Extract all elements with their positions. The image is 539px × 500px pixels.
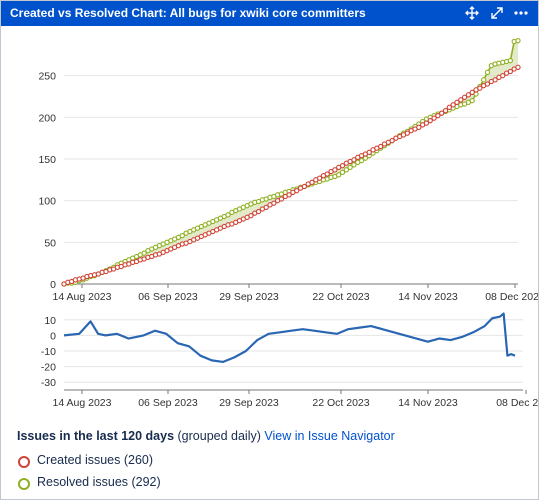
diff-x-tick-label: 06 Sep 2023 — [138, 397, 198, 409]
created-point — [339, 163, 346, 169]
created-point — [423, 120, 430, 126]
maximize-icon[interactable] — [488, 4, 506, 22]
legend-label-resolved: Resolved issues (292) — [37, 475, 161, 489]
legend-heading: Issues in the last 120 days — [17, 429, 175, 443]
legend-heading-row: Issues in the last 120 days (grouped dai… — [17, 429, 517, 447]
more-icon[interactable] — [512, 4, 530, 22]
x-tick-label: 08 Dec 2023 — [485, 291, 538, 303]
legend-label-created: Created issues (260) — [37, 453, 154, 467]
x-tick-label: 14 Nov 2023 — [398, 291, 458, 303]
created-point — [446, 104, 452, 110]
created-point — [294, 188, 300, 194]
created-point — [450, 102, 456, 108]
created-point — [484, 81, 491, 87]
diff-y-tick-label: 10 — [44, 315, 56, 327]
y-tick-label: 100 — [38, 196, 56, 208]
created-point — [255, 208, 262, 215]
diff-y-tick-label: 0 — [50, 330, 56, 342]
created-point — [461, 94, 468, 100]
resolved-point — [225, 212, 231, 218]
y-tick-label: 0 — [50, 279, 56, 291]
created-point — [366, 149, 372, 155]
created-point — [316, 175, 323, 181]
created-point — [248, 213, 254, 219]
created-point — [465, 92, 472, 98]
resolved-point — [347, 164, 353, 170]
created-point — [351, 157, 357, 163]
created-point — [263, 204, 269, 210]
created-point — [389, 138, 395, 144]
resolved-point — [343, 167, 349, 173]
resolved-point — [339, 169, 346, 175]
created-point — [492, 77, 498, 83]
created-point — [507, 68, 514, 75]
created-point — [416, 124, 422, 130]
diff-x-tick-label: 08 Dec 2023 — [496, 397, 538, 409]
created-point — [439, 110, 445, 116]
diff-x-tick-label: 22 Oct 2023 — [312, 397, 369, 409]
x-tick-label: 14 Aug 2023 — [53, 291, 112, 303]
created-point — [442, 108, 449, 114]
resolved-point — [358, 158, 365, 164]
resolved-point — [351, 162, 357, 168]
y-tick-label: 250 — [38, 71, 56, 83]
resolved-point — [507, 58, 514, 64]
x-tick-label: 29 Sep 2023 — [219, 291, 279, 303]
y-tick-label: 50 — [44, 237, 56, 249]
diff-x-tick-label: 14 Aug 2023 — [53, 397, 112, 409]
y-tick-label: 150 — [38, 154, 56, 166]
created-vs-resolved-chart: 0 50 100 150 200 250 14 Aug 2023 06 Sep 2023 29 … — [38, 38, 538, 303]
created-series-line — [63, 66, 519, 285]
created-point — [477, 85, 483, 91]
chart-legend: Issues in the last 120 days (grouped dai… — [17, 429, 517, 495]
legend-item-created: Created issues (260) — [17, 451, 517, 473]
resolved-point — [141, 250, 147, 256]
created-point — [278, 196, 285, 202]
resolved-point — [469, 98, 475, 104]
gadget-title: Created vs Resolved Chart: All bugs for … — [10, 6, 366, 20]
created-point — [271, 200, 277, 206]
move-icon[interactable] — [463, 4, 481, 22]
gadget-titlebar: Created vs Resolved Chart: All bugs for … — [1, 1, 538, 26]
resolved-point — [336, 172, 342, 178]
diff-y-tick-label: -20 — [41, 362, 56, 374]
x-tick-label: 06 Sep 2023 — [138, 291, 198, 303]
resolved-point — [481, 77, 487, 83]
y-tick-label: 200 — [38, 112, 56, 124]
legend-item-resolved: Resolved issues (292) — [17, 473, 517, 495]
difference-series-line — [63, 312, 516, 364]
created-point — [435, 113, 441, 119]
created-point — [431, 115, 437, 121]
resolved-point — [515, 38, 521, 44]
legend-grouping: (grouped daily) — [177, 429, 261, 443]
created-point — [454, 99, 460, 105]
created-point — [378, 143, 384, 150]
created-point — [332, 167, 338, 173]
created-point — [469, 89, 475, 95]
diff-x-tick-label: 29 Sep 2023 — [219, 397, 279, 409]
created-marker-icon — [18, 456, 30, 468]
x-tick-label: 22 Oct 2023 — [312, 291, 369, 303]
created-point — [404, 130, 411, 136]
created-point — [458, 97, 464, 103]
resolved-point — [484, 69, 491, 75]
difference-area — [64, 40, 518, 284]
resolved-series-line — [63, 39, 519, 285]
diff-y-tick-label: -10 — [41, 346, 56, 358]
created-point — [301, 183, 308, 190]
difference-chart: 10 0 -10 -20 -30 14 Aug 2023 06 Sep 2023 29 Sep… — [41, 312, 538, 409]
created-point — [324, 171, 330, 177]
created-point — [309, 179, 315, 185]
diff-y-tick-label: -30 — [41, 377, 56, 389]
resolved-marker-icon — [18, 478, 30, 490]
created-point — [286, 192, 292, 198]
resolved-point — [179, 233, 185, 239]
created-point — [427, 118, 433, 124]
created-point — [500, 73, 506, 79]
created-point — [515, 64, 521, 70]
diff-x-tick-label: 14 Nov 2023 — [398, 397, 458, 409]
issue-navigator-link[interactable]: View in Issue Navigator — [264, 429, 395, 443]
